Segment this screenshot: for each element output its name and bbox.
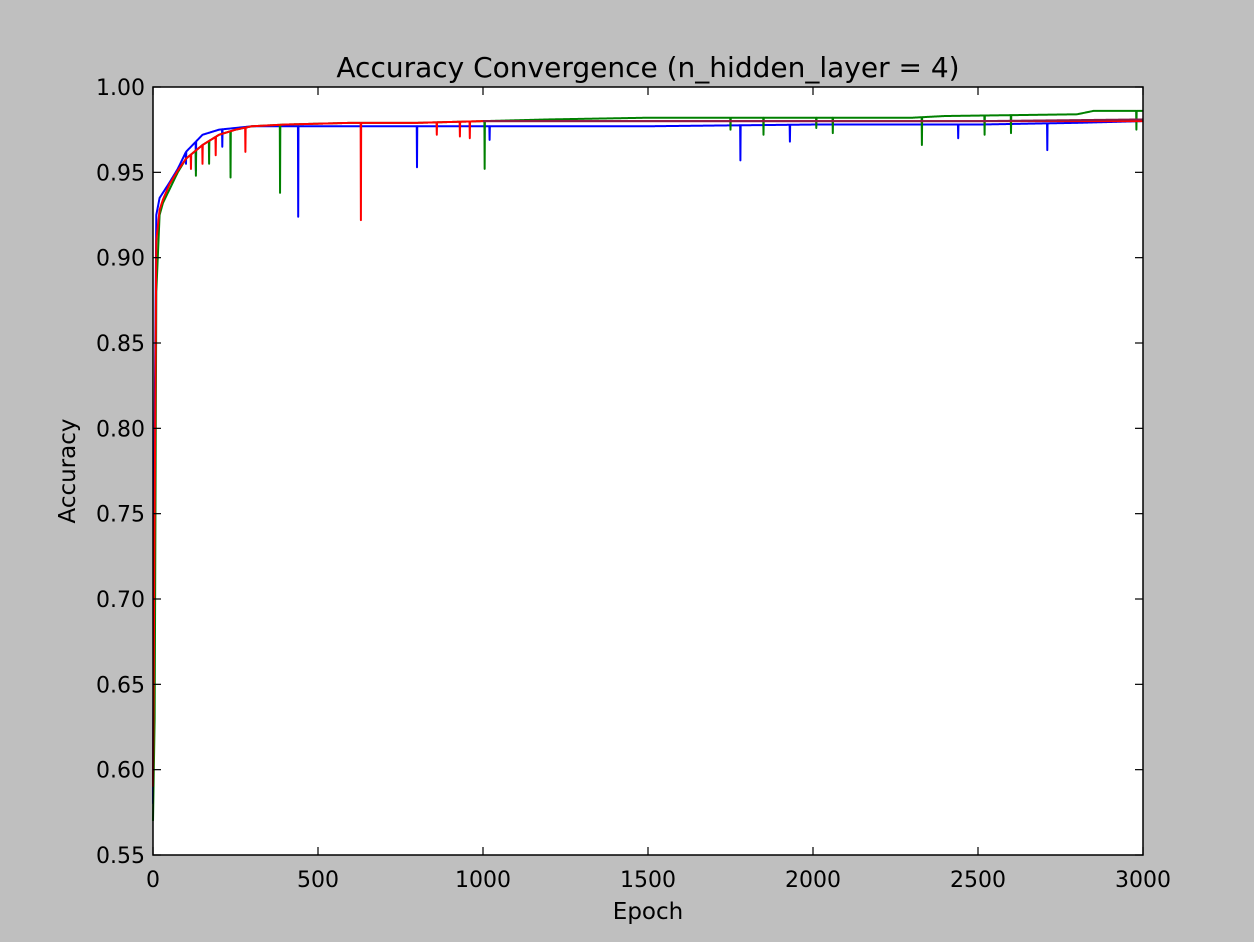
y-tick-label: 0.80: [96, 417, 145, 442]
x-tick-label: 0: [146, 868, 160, 893]
series-layer: [152, 109, 1144, 821]
series-line-0: [152, 120, 1144, 804]
x-tick-label: 1500: [620, 868, 676, 893]
y-tick-label: 0.65: [96, 673, 145, 698]
y-tick-label: 0.90: [96, 247, 145, 272]
x-axis-label: Epoch: [613, 899, 683, 925]
y-tick-label: 0.55: [96, 844, 145, 869]
x-tick-label: 1000: [455, 868, 511, 893]
x-tick-label: 2500: [950, 868, 1006, 893]
y-tick-label: 0.85: [96, 332, 145, 357]
x-tick-label: 3000: [1115, 868, 1171, 893]
series-line-3: [482, 118, 1144, 123]
tick-layer: 0 500 1000 1500 2000 2500 3000 0.55 0.60 0.65 0.70…: [96, 76, 1171, 893]
y-tick-label: 1.00: [96, 76, 145, 101]
y-tick-label: 0.60: [96, 759, 145, 784]
y-tick-label: 0.70: [96, 588, 145, 613]
x-tick-label: 500: [297, 868, 339, 893]
plot-area: [153, 87, 1143, 855]
chart-title: Accuracy Convergence (n_hidden_layer = 4…: [336, 51, 959, 84]
x-tick-label: 2000: [785, 868, 841, 893]
y-axis-label: Accuracy: [55, 418, 81, 523]
y-tick-label: 0.75: [96, 503, 145, 528]
y-tick-label: 0.95: [96, 161, 145, 186]
